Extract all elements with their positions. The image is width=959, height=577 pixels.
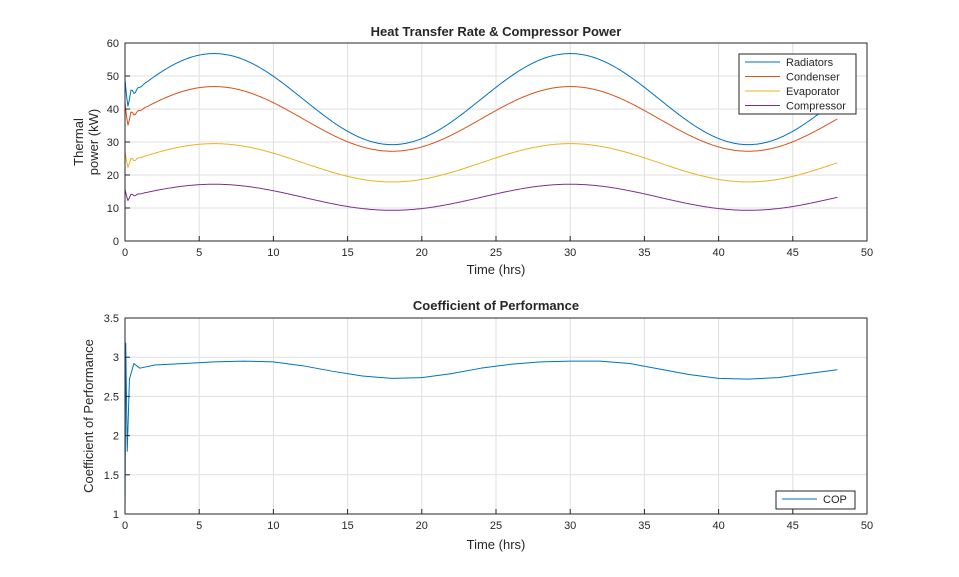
x-tick-label: 10 [267,247,279,259]
legend[interactable]: Radiators Condenser Evaporator Compressor [738,53,857,115]
chart-title: Coefficient of Performance [413,298,579,313]
y-tick-label: 40 [107,104,119,116]
legend-label: COP [823,494,847,506]
series-line-condenser [124,86,838,241]
x-tick-label: 50 [861,520,873,532]
y-axis-label-line1: Thermal [71,118,86,166]
legend-label: Condenser [786,72,840,84]
x-tick-label: 35 [638,247,650,259]
x-tick-label: 40 [712,247,724,259]
x-tick-label: 5 [196,520,202,532]
legend-box [775,490,856,510]
y-tick-label: 10 [107,203,119,215]
y-axis-label: Coefficient of Performance [81,339,96,493]
y-tick-label: 3.5 [104,313,119,325]
x-tick-label: 45 [787,247,799,259]
x-tick-label: 40 [712,520,724,532]
y-tick-label: 1 [113,509,119,521]
ticks: 0 5 10 15 20 25 30 35 40 45 50 0 10 20 30 40 50 60 [107,38,873,259]
legend-box [738,53,857,115]
y-tick-label: 1.5 [104,470,119,482]
x-tick-label: 15 [341,520,353,532]
grid-lines [125,43,867,241]
x-tick-label: 20 [416,520,428,532]
series-line-evaporator [124,143,838,241]
series-line-compressor [124,183,838,241]
legend[interactable]: COP [775,490,856,510]
grid-lines [125,318,867,514]
y-tick-label: 60 [107,38,119,50]
legend-label: Compressor [786,101,846,113]
series-line-radiators [124,53,838,241]
x-tick-label: 35 [638,520,650,532]
x-tick-label: 30 [564,247,576,259]
x-tick-label: 25 [490,520,502,532]
series-lines [124,53,838,241]
y-tick-label: 50 [107,71,119,83]
y-tick-label: 20 [107,170,119,182]
legend-label: Evaporator [786,86,840,98]
x-tick-label: 30 [564,520,576,532]
y-tick-label: 30 [107,137,119,149]
x-tick-label: 0 [122,247,128,259]
x-tick-label: 5 [196,247,202,259]
legend-label: Radiators [786,57,834,69]
heat-transfer-chart: 0 5 10 15 20 25 30 35 40 45 50 0 10 20 30 40 50 60 Heat T… [71,24,873,277]
x-tick-label: 50 [861,247,873,259]
cop-chart: 0 5 10 15 20 25 30 35 40 45 50 1 1.5 2 2.5 3 3.5 Coeffic… [81,298,873,552]
ticks: 0 5 10 15 20 25 30 35 40 45 50 1 1.5 2 2.5 3 3.5 [104,313,873,532]
series-lines [124,342,838,515]
x-tick-label: 15 [341,247,353,259]
x-tick-label: 20 [416,247,428,259]
x-tick-label: 10 [267,520,279,532]
series-line-cop [124,342,838,515]
y-tick-label: 2 [113,431,119,443]
x-axis-label: Time (hrs) [467,537,526,552]
y-tick-label: 3 [113,352,119,364]
y-axis-label-line2: power (kW) [86,109,101,175]
y-tick-label: 0 [113,236,119,248]
x-axis-label: Time (hrs) [467,262,526,277]
x-tick-label: 0 [122,520,128,532]
y-tick-label: 2.5 [104,391,119,403]
x-tick-label: 25 [490,247,502,259]
chart-title: Heat Transfer Rate & Compressor Power [371,24,622,39]
x-tick-label: 45 [787,520,799,532]
